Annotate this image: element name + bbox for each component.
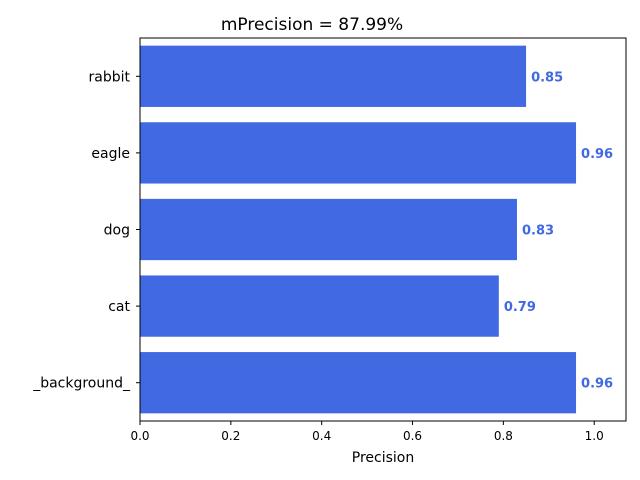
x-tick-label: 1.0	[585, 429, 604, 443]
y-tick-label-cat: cat	[108, 299, 130, 315]
data-label-dog: 0.83	[522, 224, 554, 239]
data-label-_background_: 0.96	[581, 377, 613, 392]
axes-layer: _background_ cat dog eagle rabbit 0.0 0.2 0.4 0.…	[32, 37, 627, 443]
x-tick-label: 0.4	[312, 429, 331, 443]
bar-eagle	[140, 122, 577, 184]
y-tick-label-rabbit: rabbit	[89, 69, 131, 85]
data-label-cat: 0.79	[504, 300, 536, 315]
x-tick-label: 0.0	[130, 429, 149, 443]
chart-title: mPrecision = 87.99%	[221, 15, 403, 35]
x-tick-label: 0.2	[221, 429, 240, 443]
x-tick-label: 0.8	[494, 429, 513, 443]
plot-frame	[139, 37, 627, 422]
x-axis-label: Precision	[352, 450, 414, 466]
bar-_background_	[140, 352, 577, 414]
data-label-rabbit: 0.85	[531, 70, 563, 85]
bars-layer: 0.96 0.79 0.83 0.96 0.85	[140, 45, 613, 414]
y-tick-label-dog: dog	[104, 223, 130, 239]
bar-cat	[140, 275, 499, 337]
data-label-eagle: 0.96	[581, 147, 613, 162]
bar-rabbit	[140, 45, 527, 107]
y-tick-label-_background_: _background_	[32, 376, 131, 392]
x-tick-label: 0.6	[403, 429, 422, 443]
bar-dog	[140, 198, 517, 261]
y-tick-label-eagle: eagle	[91, 146, 130, 162]
